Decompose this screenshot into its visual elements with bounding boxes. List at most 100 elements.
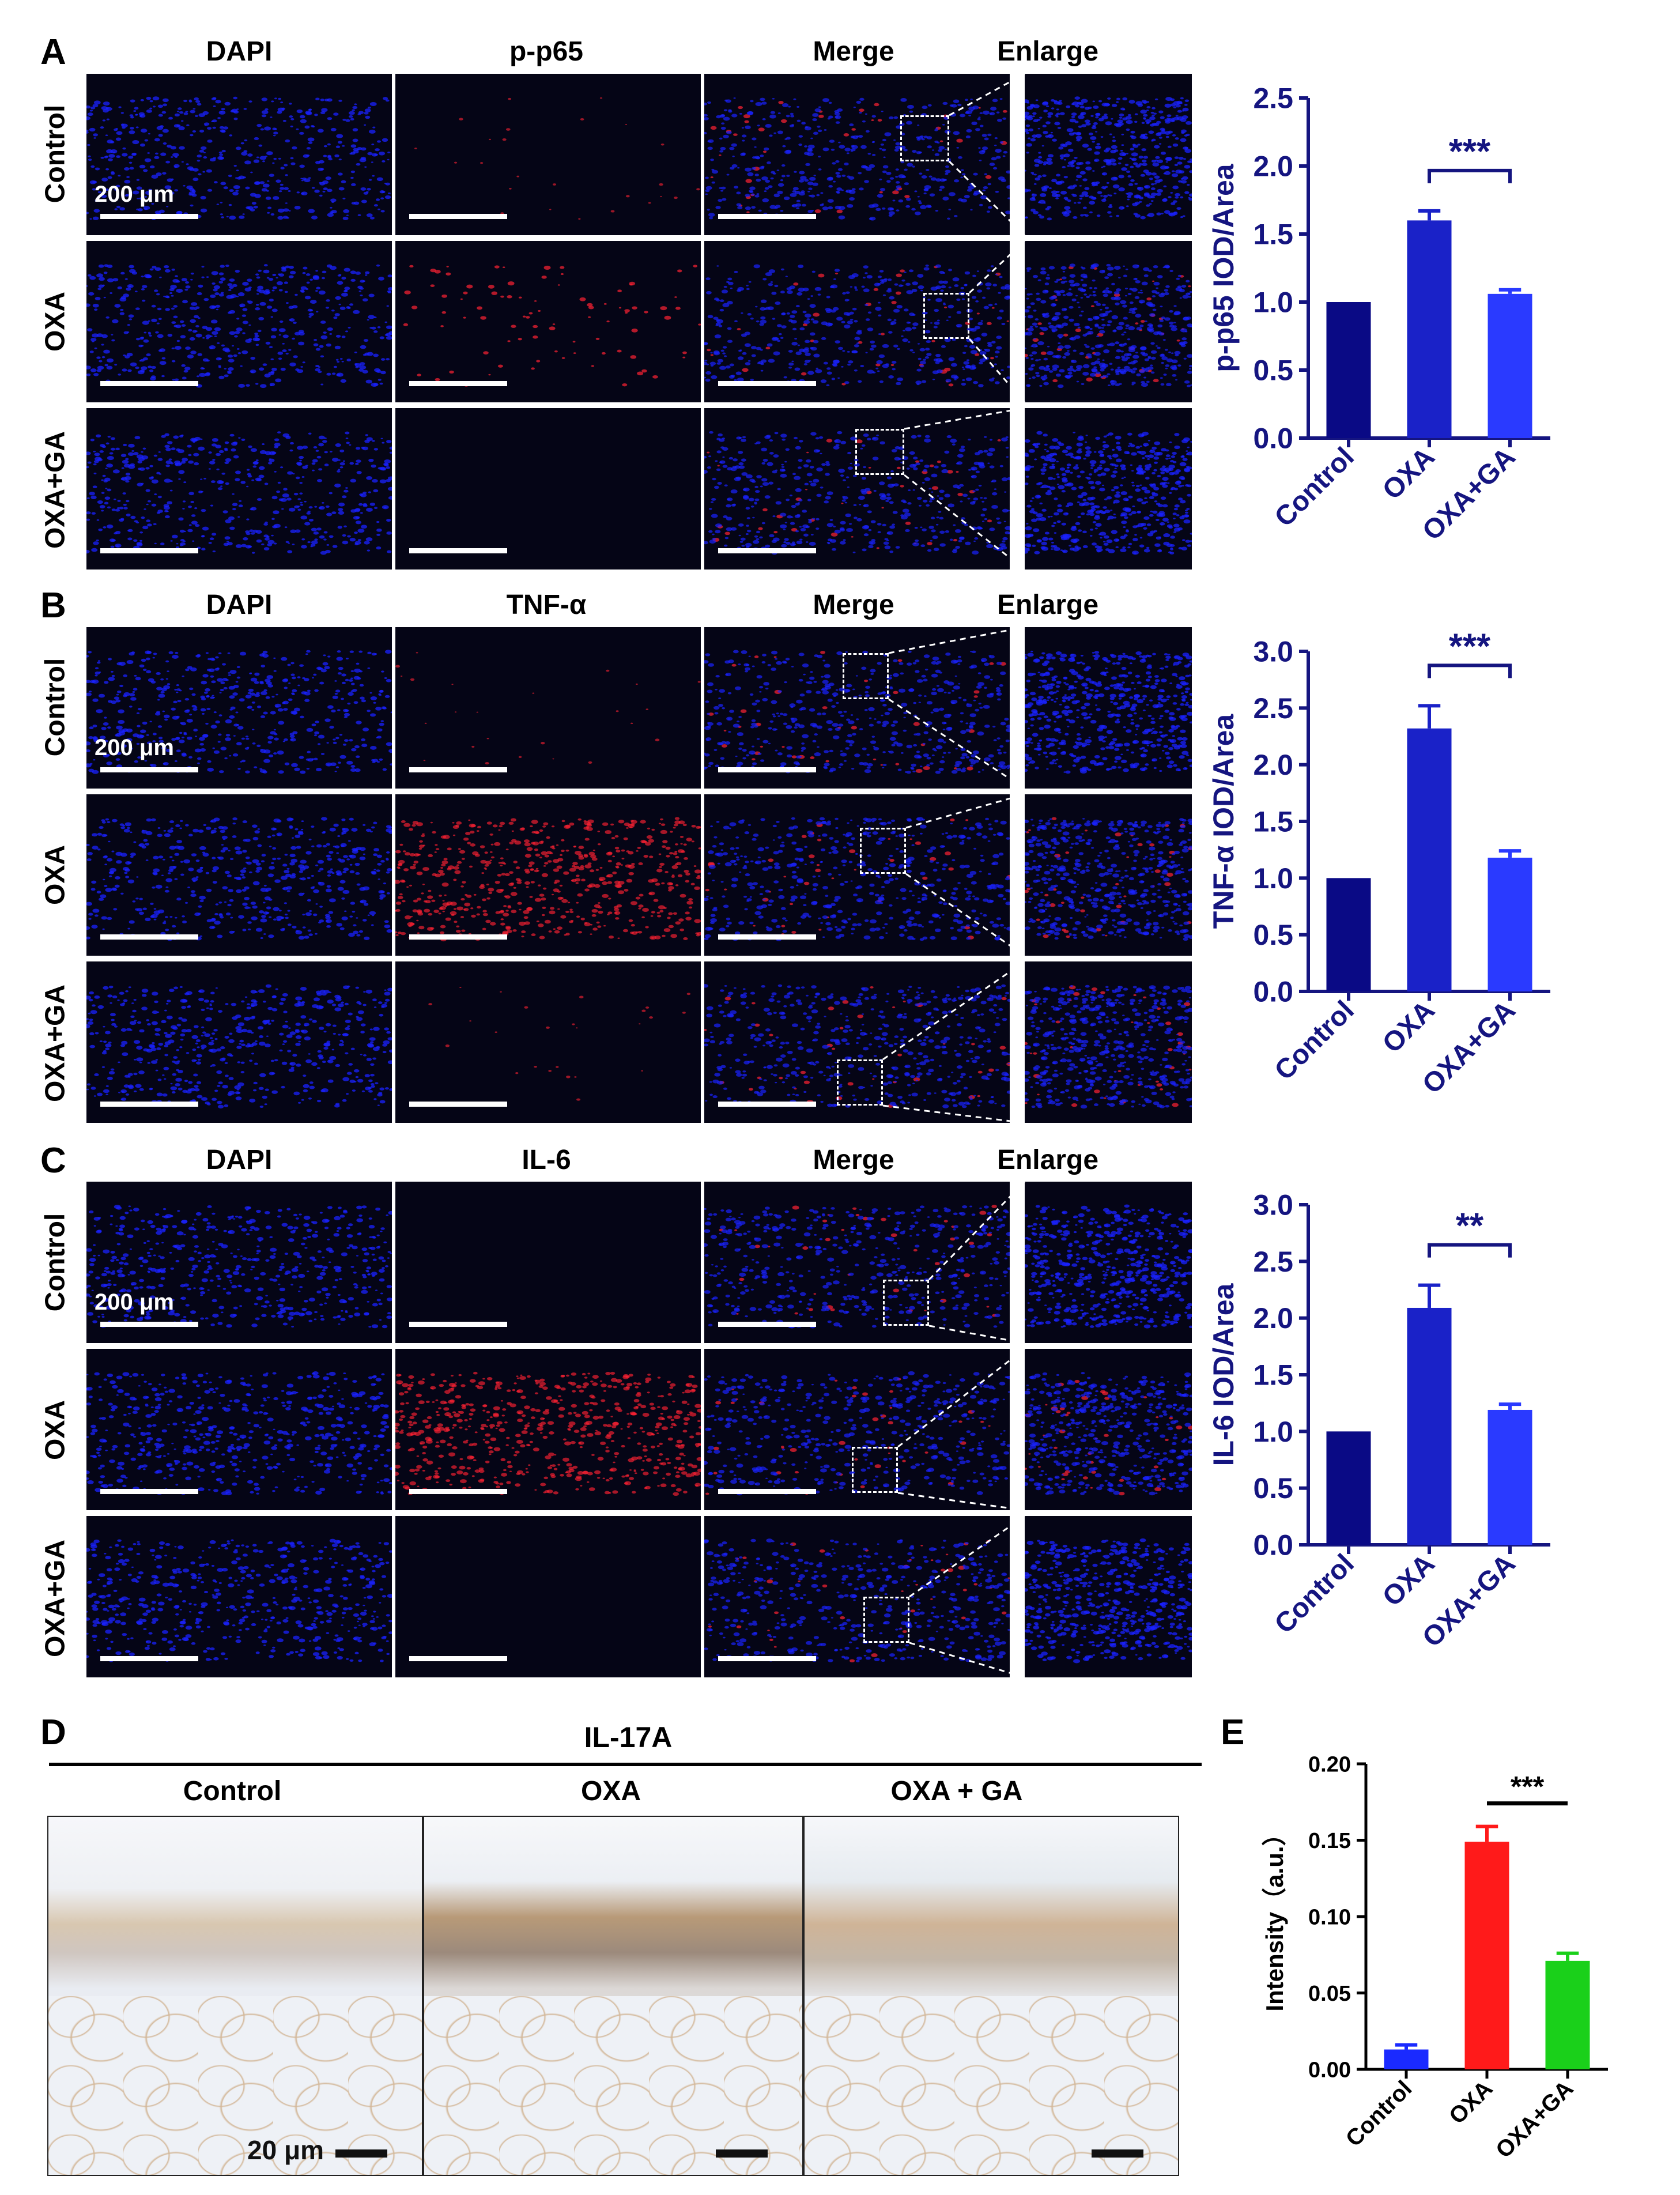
scale-label-a: 200 μm	[95, 182, 174, 207]
zoom-box	[852, 1447, 898, 1493]
zoom-box	[843, 653, 889, 699]
image-b-control-enlarge	[1025, 627, 1192, 789]
image-b-control-merge	[704, 627, 1010, 789]
bar-oxa-ga	[1488, 857, 1532, 991]
zoom-lines-c	[0, 0, 1680, 1700]
image-a-control-dapi: 200 μm	[86, 74, 392, 235]
image-b-oxaga-enlarge	[1025, 961, 1192, 1123]
chart-e: 0.00 0.05 0.10 0.15 0.20 Intensity（a.u.） Contr…	[1261, 1752, 1608, 2163]
col-head-b-merge: Merge	[813, 590, 894, 620]
image-b-oxaga-merge	[704, 961, 1010, 1123]
col-head-a-merge: Merge	[813, 36, 894, 67]
image-a-oxa-marker	[395, 241, 701, 402]
x-tick-label: OXA	[1444, 2076, 1497, 2129]
image-b-oxaga-dapi	[86, 961, 392, 1123]
y-tick-label: 2.5	[1253, 1246, 1293, 1278]
image-c-control-marker	[395, 1182, 701, 1343]
x-tick-label: OXA	[1377, 1548, 1441, 1612]
chart-b: 0.0 0.5 1.0 1.5 2.0 2.5 3.0 TNF-α IOD/Area Contr…	[1207, 627, 1550, 1100]
y-tick-label: 2.5	[1253, 82, 1293, 115]
bar-oxa	[1407, 220, 1452, 438]
image-a-oxa-merge	[704, 241, 1010, 402]
zoom-box	[863, 1597, 909, 1643]
y-tick-label: 1.5	[1253, 806, 1293, 838]
x-tick-label: Control	[1269, 442, 1360, 533]
y-tick-label: 0.5	[1253, 354, 1293, 387]
significance-label: ***	[1449, 627, 1491, 666]
col-head-c-enlarge: Enlarge	[996, 1145, 1099, 1175]
image-a-oxaga-dapi	[86, 408, 392, 570]
image-c-oxa-marker	[395, 1349, 701, 1510]
y-tick-label: 0.5	[1253, 919, 1293, 951]
ihc-title-rule	[49, 1763, 1202, 1766]
image-c-oxaga-enlarge	[1025, 1516, 1192, 1677]
image-c-oxa-merge	[704, 1349, 1010, 1510]
x-tick-label: OXA	[1377, 442, 1441, 506]
panel-letter-c: C	[40, 1141, 66, 1181]
y-tick-label: 3.0	[1253, 1189, 1293, 1221]
bar-control	[1326, 878, 1371, 991]
significance-label: ***	[1449, 132, 1491, 172]
zoom-box	[860, 828, 906, 874]
image-b-oxa-marker	[395, 794, 701, 956]
significance-label: **	[1456, 1206, 1484, 1246]
chart-a: 0.0 0.5 1.0 1.5 2.0 2.5 p-p65 IOD/Area Control O…	[1207, 82, 1550, 546]
image-c-oxaga-marker	[395, 1516, 701, 1677]
bar-control	[1384, 2049, 1429, 2069]
image-c-control-dapi: 200 μm	[86, 1182, 392, 1343]
y-tick-label: 2.0	[1253, 1302, 1293, 1334]
image-c-oxa-enlarge	[1025, 1349, 1192, 1510]
col-head-b-enlarge: Enlarge	[996, 590, 1099, 620]
panel-letter-a: A	[40, 32, 66, 72]
bar-control	[1326, 1431, 1371, 1545]
bar-oxa-ga	[1488, 1409, 1532, 1545]
significance-bracket	[1428, 1243, 1512, 1258]
zoom-box	[900, 115, 949, 161]
image-a-control-merge	[704, 74, 1010, 235]
ihc-scale-bar	[716, 2149, 768, 2158]
col-head-c-merge: Merge	[813, 1145, 894, 1175]
y-tick-label: 0.05	[1308, 1982, 1351, 2006]
ihc-scale-bar	[1092, 2149, 1143, 2158]
col-head-b-marker: TNF-α	[506, 590, 587, 620]
col-head-c-dapi: DAPI	[206, 1145, 273, 1175]
col-head-a-dapi: DAPI	[206, 36, 273, 67]
ihc-image-oxa	[423, 1816, 803, 2176]
image-a-oxaga-enlarge	[1025, 408, 1192, 570]
col-head-a-marker: p-p65	[509, 36, 583, 67]
image-c-oxaga-merge	[704, 1516, 1010, 1677]
image-b-oxa-dapi	[86, 794, 392, 956]
scale-bar	[100, 1322, 198, 1327]
y-tick-label: 0.20	[1308, 1752, 1351, 1777]
image-a-oxa-dapi	[86, 241, 392, 402]
y-axis-label: p-p65 IOD/Area	[1207, 163, 1240, 372]
panel-letter-b: B	[40, 586, 66, 625]
image-a-oxaga-merge	[704, 408, 1010, 570]
scale-label-b: 200 μm	[95, 735, 174, 760]
significance-label: ***	[1511, 1771, 1545, 1803]
image-c-oxaga-dapi	[86, 1516, 392, 1677]
y-tick-label: 0.10	[1308, 1905, 1351, 1929]
panel-letter-d: D	[40, 1713, 66, 1752]
x-tick-label: OXA	[1377, 995, 1441, 1059]
significance-bracket	[1428, 168, 1512, 183]
image-c-control-enlarge	[1025, 1182, 1192, 1343]
bar-control	[1326, 302, 1371, 438]
y-axis-label: TNF-α IOD/Area	[1207, 714, 1240, 929]
x-tick-label: OXA+GA	[1491, 2076, 1578, 2163]
y-axis-label: Intensity（a.u.）	[1261, 1821, 1288, 2011]
ihc-image-control: 20 μm	[47, 1816, 423, 2176]
y-tick-label: 0.0	[1253, 1529, 1293, 1562]
y-tick-label: 2.5	[1253, 692, 1293, 725]
scale-bar	[100, 767, 198, 772]
bar-oxa-ga	[1488, 293, 1532, 438]
y-axis-label: IL-6 IOD/Area	[1207, 1283, 1240, 1466]
image-b-control-marker	[395, 627, 701, 789]
zoom-box	[923, 293, 969, 339]
zoom-lines-a	[0, 0, 1680, 1700]
image-a-oxaga-marker	[395, 408, 701, 570]
y-tick-label: 1.5	[1253, 218, 1293, 251]
x-tick-label: Control	[1341, 2076, 1417, 2152]
y-tick-label: 1.0	[1253, 1416, 1293, 1448]
y-tick-label: 2.0	[1253, 150, 1293, 183]
